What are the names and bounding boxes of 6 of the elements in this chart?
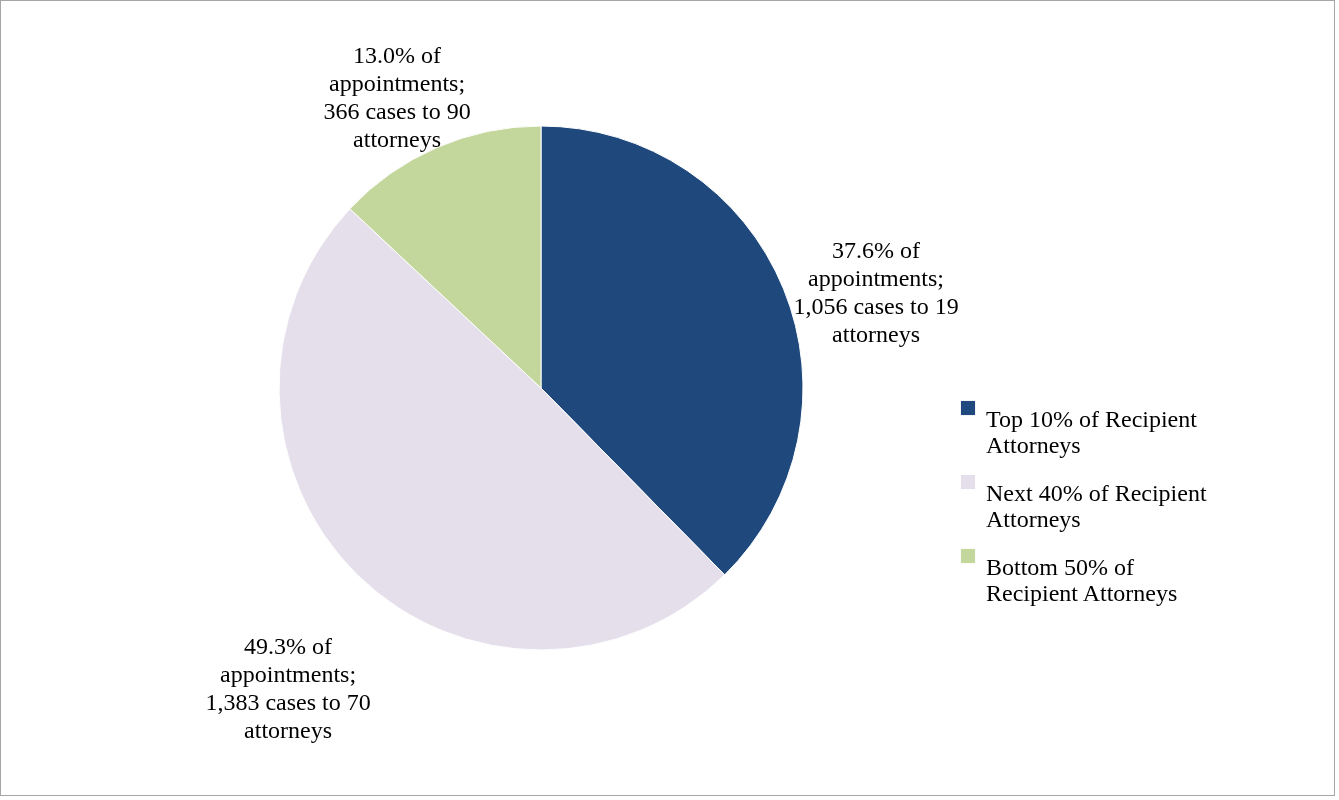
legend-label: Bottom 50% of Recipient Attorneys — [986, 554, 1178, 606]
legend-label: Next 40% of Recipient Attorneys — [986, 480, 1207, 532]
legend-label: Top 10% of Recipient Attorneys — [986, 406, 1198, 458]
data-label: 49.3% of appointments; 1,383 cases to 70 attorneys — [205, 632, 371, 743]
data-label: 37.6% of appointments; 1,056 cases to 19 attorneys — [793, 236, 959, 347]
data-label: 13.0% of appointments; 366 cases to 90 attorneys — [323, 41, 471, 152]
